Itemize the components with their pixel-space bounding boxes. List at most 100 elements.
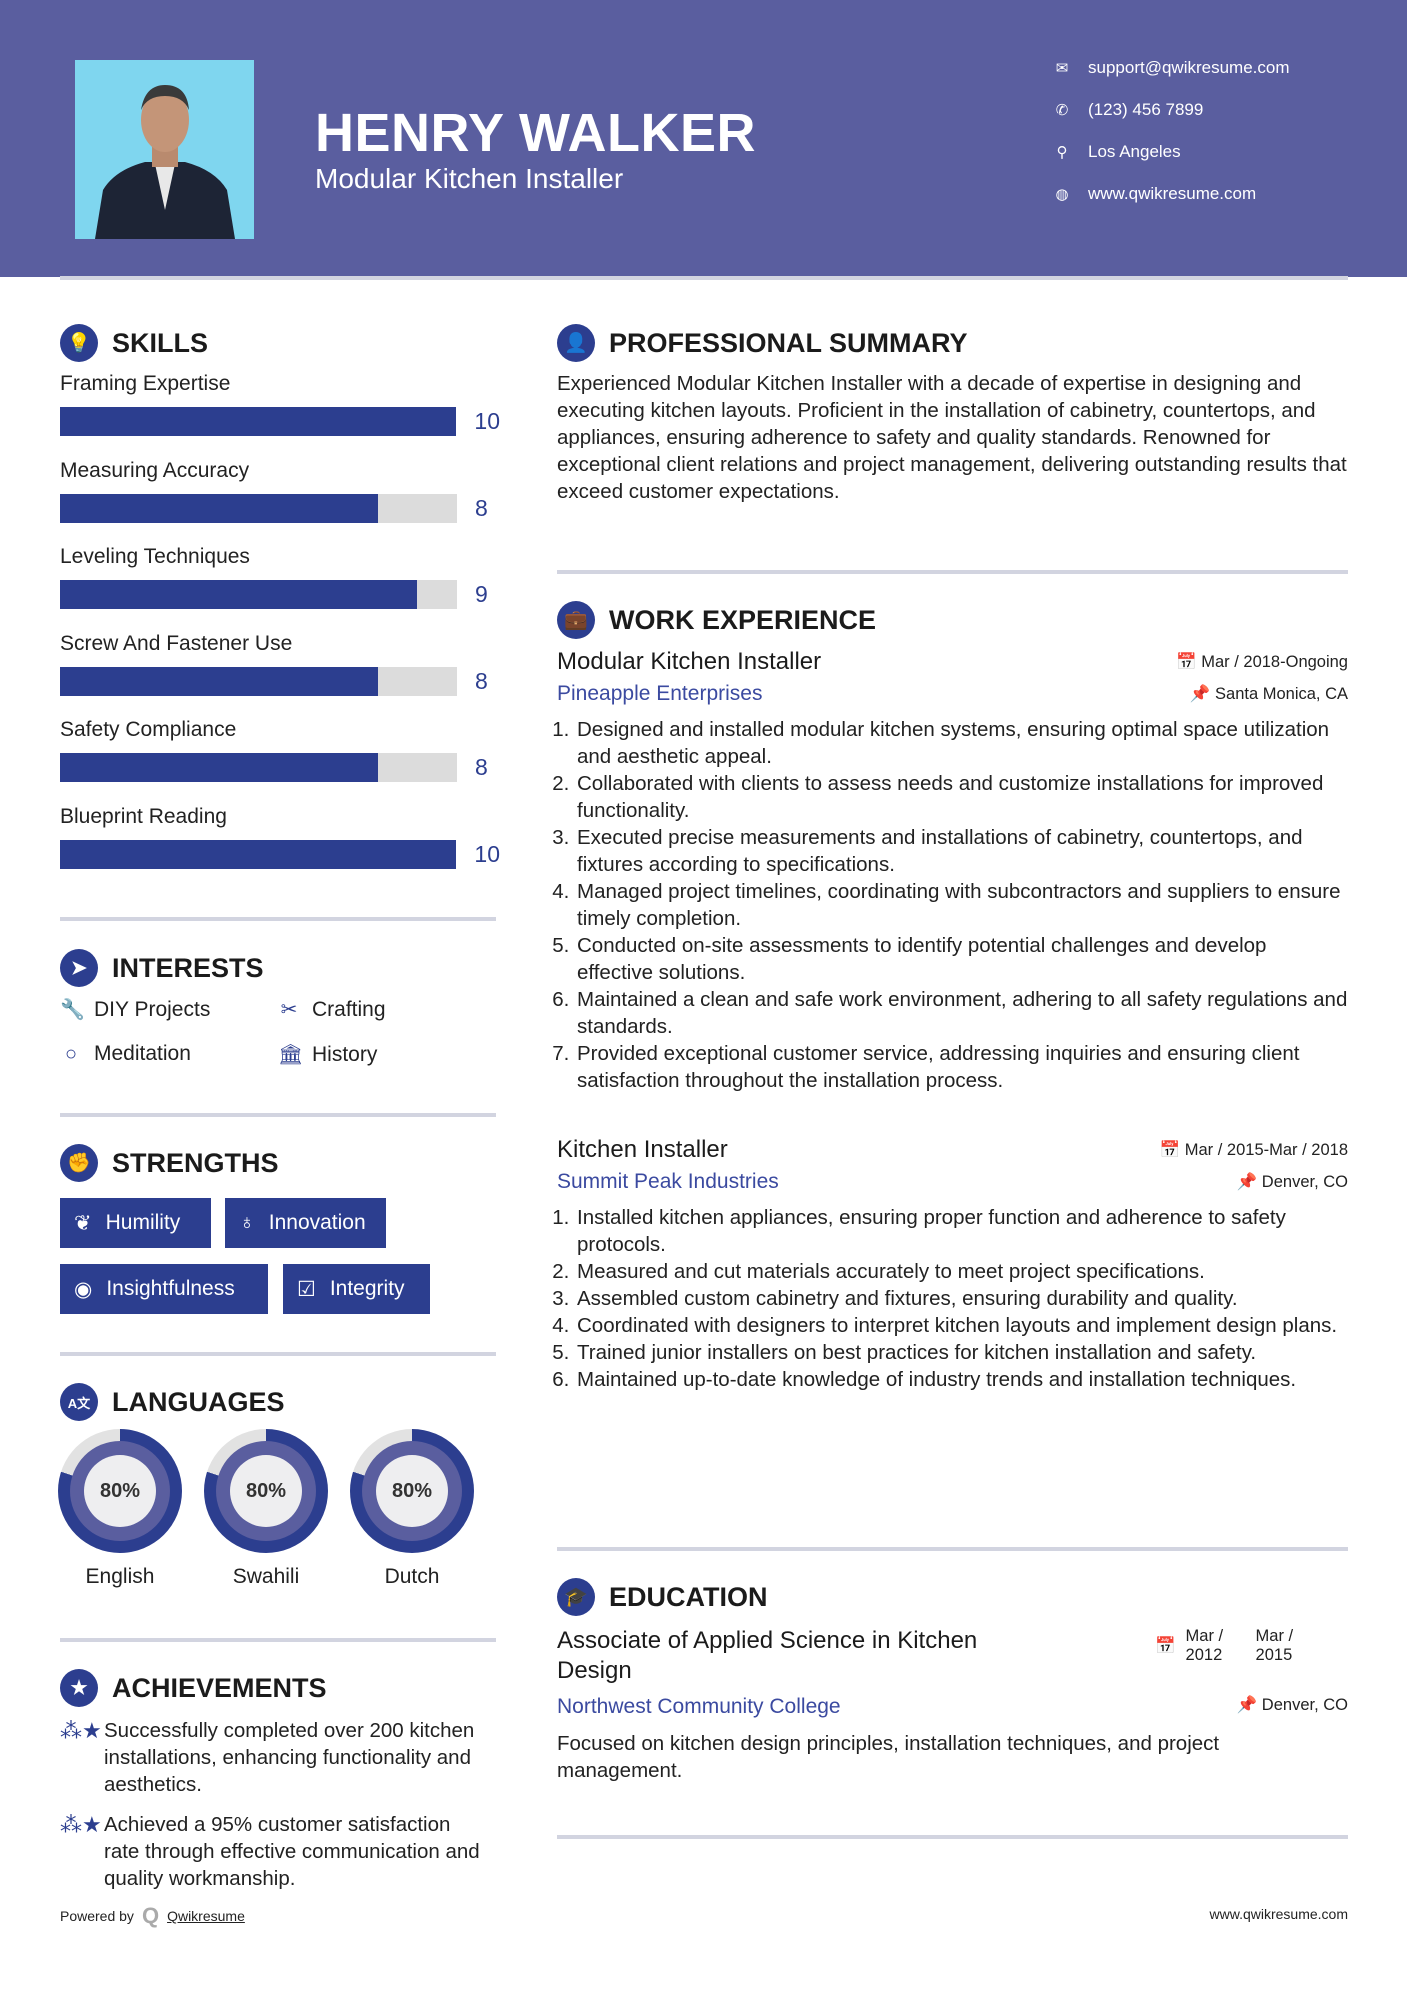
- skill-label: Screw And Fastener Use: [60, 631, 293, 655]
- job-title: Kitchen Installer: [557, 1136, 728, 1163]
- language-label: English: [85, 1565, 155, 1588]
- job-bullet: Measured and cut materials accurately to…: [575, 1258, 1348, 1285]
- achievements-heading: ★ ACHIEVEMENTS: [60, 1669, 327, 1707]
- job-bullet: Conducted on-site assessments to identif…: [575, 932, 1348, 986]
- skill-label: Blueprint Reading: [60, 805, 227, 828]
- summary-heading: 👤 PROFESSIONAL SUMMARY: [557, 324, 968, 362]
- job-bullets: Designed and installed modular kitchen s…: [557, 716, 1348, 1094]
- job-bullet: Maintained a clean and safe work environ…: [575, 986, 1348, 1040]
- job-location-text: Santa Monica, CA: [1215, 684, 1348, 703]
- qwikresume-logo-icon: Q: [141, 1903, 160, 1928]
- contact-phone: ✆ (123) 456 7899: [1052, 100, 1204, 120]
- strengths-heading: ✊ STRENGTHS: [60, 1144, 279, 1182]
- contact-location: ⚲ Los Angeles: [1052, 142, 1181, 162]
- phone-icon: ✆: [1055, 102, 1069, 119]
- circle-icon: ○: [64, 1042, 78, 1065]
- skill-bar-fill: [60, 580, 418, 610]
- skill-label: Framing Expertise: [60, 372, 231, 395]
- scissors-icon: ✂: [280, 999, 298, 1021]
- website-text: www.qwikresume.com: [1088, 184, 1257, 203]
- interest-item: ✂ Crafting: [278, 997, 386, 1022]
- summary-title: PROFESSIONAL SUMMARY: [609, 327, 968, 358]
- school-name: Northwest Community College: [557, 1695, 841, 1718]
- divider: [60, 917, 496, 921]
- job-bullet: Managed project timelines, coordinating …: [575, 878, 1348, 932]
- skill-bar-fill: [60, 666, 378, 696]
- skill-value: 8: [475, 754, 488, 781]
- strength-chip: ♁ Innovation: [225, 1198, 386, 1248]
- achievement-text: Successfully completed over 200 kitchen …: [104, 1719, 475, 1796]
- strength-chip: ☑ Integrity: [283, 1264, 430, 1314]
- jobs-list: Modular Kitchen Installer 📅 Mar / 2018-On…: [557, 648, 1348, 1393]
- job-location: 📌 Santa Monica, CA: [1190, 685, 1348, 704]
- contact-website[interactable]: ◍ www.qwikresume.com: [1052, 184, 1256, 204]
- work-heading: 💼 WORK EXPERIENCE: [557, 601, 876, 639]
- language-donut: 80%: [350, 1429, 474, 1553]
- star-icon: ⁂★: [60, 1718, 102, 1743]
- achievement-item: ⁂★ Achieved a 95% customer satisfaction r…: [60, 1811, 480, 1892]
- interest-item: 🔧 DIY Projects: [60, 997, 210, 1022]
- pin-icon: 📌: [1236, 1696, 1262, 1714]
- map-marker-icon: ⚲: [1056, 144, 1068, 161]
- skills-title: SKILLS: [112, 327, 209, 358]
- strength-label: Innovation: [268, 1211, 366, 1234]
- pin-icon: 📌: [1236, 1172, 1262, 1191]
- education-location: 📌 Denver, CO: [1237, 1696, 1348, 1715]
- achievement-item: ⁂★ Successfully completed over 200 kitche…: [60, 1717, 480, 1798]
- strength-label: Humility: [105, 1211, 181, 1234]
- language-item: 80% English: [58, 1429, 182, 1589]
- education-start: Mar / 2012: [1185, 1627, 1224, 1664]
- skill-bar-fill: [60, 407, 457, 436]
- education-end: Mar / 2015: [1255, 1627, 1294, 1664]
- divider: [60, 1638, 496, 1642]
- strengths-title: STRENGTHS: [112, 1147, 279, 1178]
- skill-bar: [60, 666, 457, 696]
- lightbulb-icon: ♁: [239, 1211, 255, 1234]
- achievement-text: Achieved a 95% customer satisfaction rat…: [104, 1813, 480, 1890]
- job-title: Modular Kitchen Installer: [557, 648, 822, 675]
- skill-value: 10: [474, 841, 500, 867]
- education-dates: 📅 Mar / 2012 Mar / 2015: [1155, 1627, 1316, 1665]
- divider: [557, 1547, 1348, 1551]
- brand-link[interactable]: Qwikresume: [167, 1908, 245, 1924]
- profile-photo: [75, 60, 254, 239]
- eye-icon: ◉: [74, 1277, 93, 1301]
- user-icon: 👤: [557, 324, 595, 362]
- footer-website[interactable]: www.qwikresume.com: [1209, 1906, 1348, 1922]
- strength-label: Integrity: [329, 1277, 405, 1300]
- skill-item: Framing Expertise 10: [60, 372, 500, 436]
- work-title: WORK EXPERIENCE: [609, 604, 877, 635]
- powered-by-text: Powered by: [60, 1908, 134, 1924]
- education-title: EDUCATION: [609, 1581, 768, 1612]
- skill-value: 8: [475, 667, 488, 694]
- contact-email[interactable]: ✉ support@qwikresume.com: [1052, 58, 1290, 78]
- job-dates: 📅 Mar / 2018-Ongoing: [1176, 653, 1348, 672]
- languages-title: LANGUAGES: [112, 1386, 285, 1417]
- job-bullet: Trained junior installers on best practi…: [575, 1339, 1348, 1366]
- language-icon: A文: [60, 1383, 98, 1421]
- header-divider: [60, 276, 1348, 280]
- envelope-icon: ✉: [1055, 60, 1069, 77]
- phone-text: (123) 456 7899: [1088, 100, 1204, 119]
- skill-bar: [60, 840, 457, 869]
- strength-chip: ❦ Humility: [60, 1198, 211, 1248]
- language-label: Swahili: [232, 1565, 300, 1588]
- job-bullet: Designed and installed modular kitchen s…: [575, 716, 1348, 770]
- briefcase-icon: 💼: [557, 601, 595, 639]
- divider: [60, 1113, 496, 1117]
- language-label: Dutch: [384, 1565, 440, 1588]
- skill-bar-fill: [60, 493, 378, 523]
- job-bullet: Provided exceptional customer service, a…: [575, 1040, 1348, 1094]
- language-donut: 80%: [204, 1429, 328, 1553]
- job-bullet: Collaborated with clients to assess need…: [575, 770, 1348, 824]
- language-percent: 80%: [84, 1455, 156, 1527]
- languages-list: 80% English 80% Swahili 80% Dutch: [58, 1429, 474, 1589]
- job-dates-text: Mar / 2018-Ongoing: [1201, 652, 1348, 671]
- skill-item: Screw And Fastener Use 8: [60, 632, 500, 696]
- job-bullet: Maintained up-to-date knowledge of indus…: [575, 1366, 1348, 1393]
- lightbulb-icon: 💡: [60, 324, 98, 362]
- job-dates: 📅 Mar / 2015-Mar / 2018: [1160, 1141, 1348, 1160]
- calendar-icon: 📅: [1155, 1636, 1176, 1655]
- job-bullet: Coordinated with designers to interpret …: [575, 1312, 1348, 1339]
- job-bullets: Installed kitchen appliances, ensuring p…: [557, 1204, 1348, 1393]
